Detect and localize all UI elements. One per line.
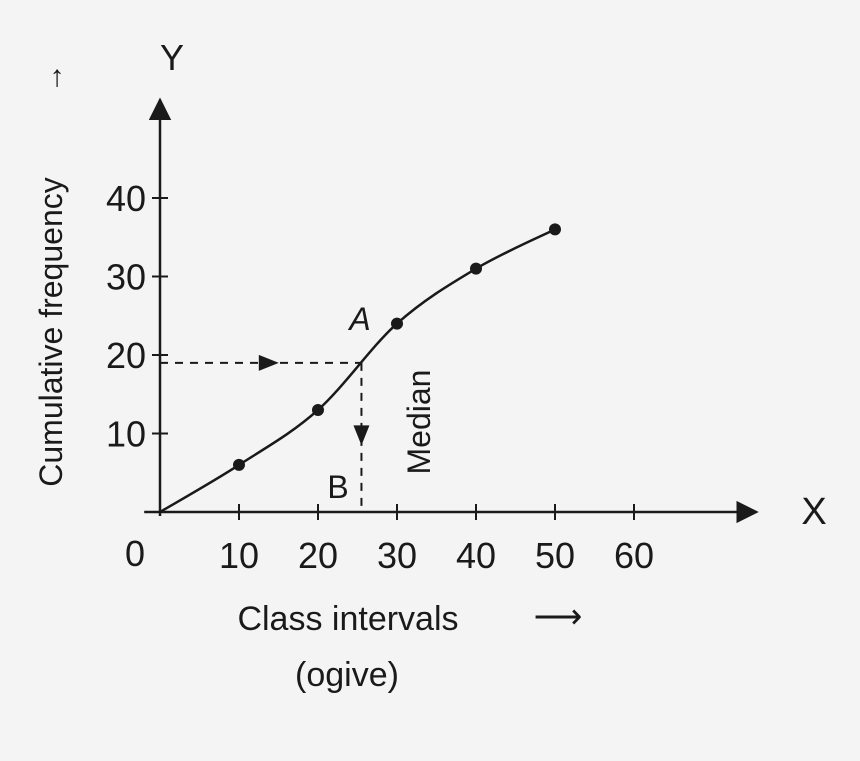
x-axis-letter: X <box>801 491 826 533</box>
x-tick-label: 30 <box>377 535 417 576</box>
point-b-label: B <box>327 469 348 505</box>
median-horizontal-arrow-icon <box>258 354 279 371</box>
origin-label: 0 <box>125 533 145 574</box>
y-tick-label: 10 <box>106 414 146 455</box>
ogive-curve <box>159 228 556 514</box>
median-label: Median <box>401 370 437 475</box>
chart-subtitle: (ogive) <box>295 656 399 694</box>
y-tick-label: 20 <box>106 335 146 376</box>
y-axis-title: Cumulative frequency <box>33 177 69 486</box>
x-tick-label: 50 <box>535 535 575 576</box>
x-tick-label: 60 <box>614 535 654 576</box>
y-axis-letter: Y <box>160 37 184 78</box>
data-point <box>470 262 482 275</box>
x-tick-label: 40 <box>456 535 496 576</box>
y-axis-title-arrow-icon: → <box>36 63 69 93</box>
median-vertical-arrow-icon <box>353 425 370 446</box>
x-tick-label: 20 <box>298 535 338 576</box>
point-a-label: A <box>347 301 370 337</box>
x-ticks: 10 20 30 40 50 60 <box>219 504 654 576</box>
y-ticks: 10 20 30 40 <box>106 178 168 455</box>
y-tick-label: 40 <box>106 178 146 219</box>
data-point <box>391 317 403 330</box>
y-tick-label: 30 <box>106 257 146 298</box>
data-point <box>233 458 245 471</box>
data-point <box>549 223 561 236</box>
x-axis-title: Class intervals <box>237 600 458 638</box>
data-point <box>312 403 324 416</box>
data-points <box>233 223 561 471</box>
x-tick-label: 10 <box>219 535 259 576</box>
x-axis-title-arrow-icon: ⟶ <box>534 598 583 636</box>
